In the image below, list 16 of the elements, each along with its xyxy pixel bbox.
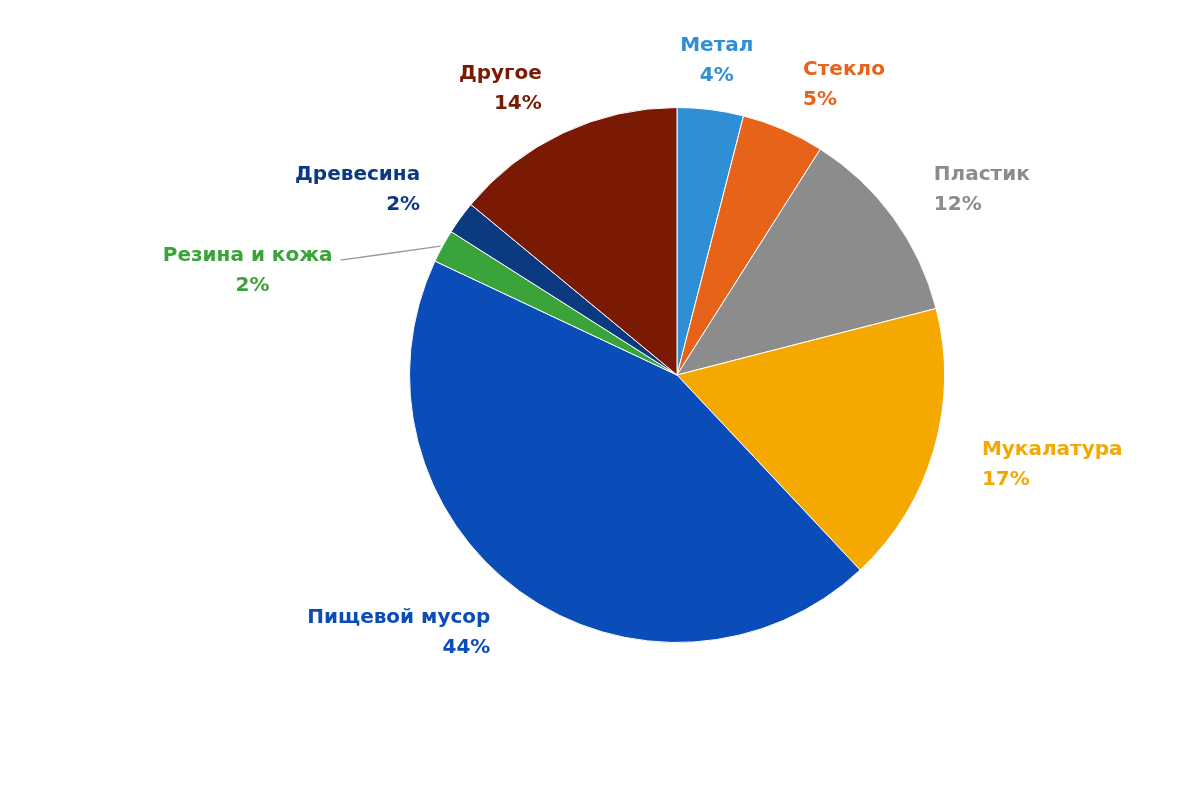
- data-label: 2%: [386, 190, 421, 215]
- slice-label: Мукалатура: [981, 435, 1123, 460]
- data-label: 14%: [493, 89, 542, 114]
- data-label: 44%: [442, 634, 491, 659]
- slice-label: Пищевой мусор: [307, 604, 491, 629]
- data-label: 12%: [933, 190, 982, 215]
- data-label: 5%: [803, 85, 838, 110]
- slice-label: Древесина: [295, 160, 421, 185]
- slice-label: Стекло: [803, 55, 885, 80]
- slice-label: Резина и кожа: [162, 242, 333, 267]
- slice-label: Пластик: [933, 160, 1031, 185]
- slice-label: Другое: [458, 59, 542, 84]
- data-label: 4%: [699, 62, 734, 87]
- data-label: 2%: [235, 272, 270, 297]
- data-label: 17%: [981, 465, 1030, 490]
- slice-label: Метал: [680, 32, 754, 57]
